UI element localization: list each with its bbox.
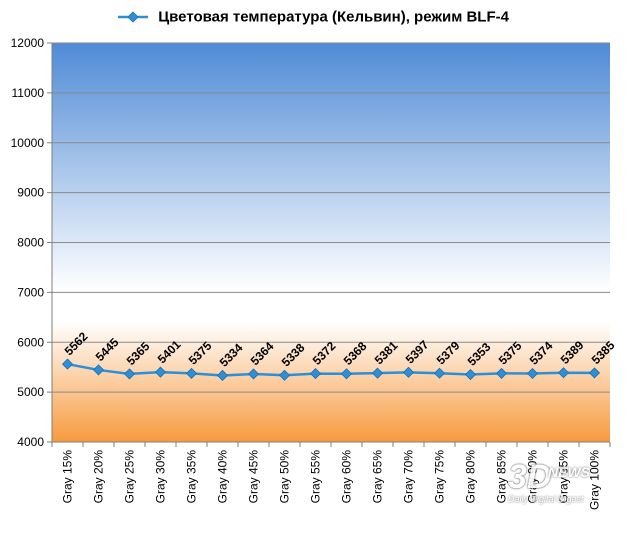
data-point [371,367,384,379]
data-point [216,369,229,382]
x-tick-label: Gray 40% [216,450,230,504]
data-point [123,368,136,380]
y-tick-label: 10000 [11,136,45,150]
x-tick-label: Gray 90% [526,450,540,504]
x-tick-label: Gray 70% [402,450,416,504]
watermark-logo: 3D NEWS Daily Digital Digest [508,458,590,504]
data-point [61,358,74,370]
data-point [185,367,198,379]
x-tick-label: Gray 25% [123,450,137,504]
x-tick-label: Gray 45% [247,450,261,504]
x-tick-label: Gray 95% [557,450,571,504]
x-tick-label: Gray 50% [278,450,292,504]
y-tick-label: 9000 [17,186,44,200]
data-point [433,367,446,379]
legend: Цветовая температура (Кельвин), режим BL… [0,8,627,26]
data-point [526,367,539,380]
y-tick-label: 5000 [17,385,44,399]
x-tick-label: Gray 100% [588,450,602,510]
y-tick-label: 4000 [17,435,44,449]
y-tick-label: 11000 [12,86,45,100]
data-point [247,368,260,380]
x-tick-label: Gray 20% [92,450,106,504]
legend-label: Цветовая температура (Кельвин), режим BL… [158,8,509,26]
x-tick-label: Gray 65% [371,450,385,504]
x-tick-label: Gray 75% [433,450,447,504]
y-tick-label: 6000 [17,335,44,349]
data-point [278,369,291,381]
data-point [588,367,601,379]
x-tick-label: Gray 30% [154,450,168,504]
data-point [309,368,322,380]
data-point [495,367,508,379]
y-tick-label: 7000 [17,285,44,299]
data-point [402,366,415,378]
x-tick-label: Gray 60% [340,450,354,504]
y-tick-label: 12000 [11,36,45,50]
y-tick-label: 8000 [17,236,44,250]
data-point [340,368,353,380]
x-tick-label: Gray 15% [61,450,75,504]
data-point [557,367,570,379]
x-tick-label: Gray 85% [495,450,509,504]
data-point [464,368,477,381]
data-point [92,364,105,376]
legend-swatch-icon [118,11,149,23]
x-tick-label: Gray 80% [464,450,478,504]
data-point [154,366,167,378]
x-tick-label: Gray 35% [185,450,199,504]
x-tick-label: Gray 55% [309,450,323,504]
